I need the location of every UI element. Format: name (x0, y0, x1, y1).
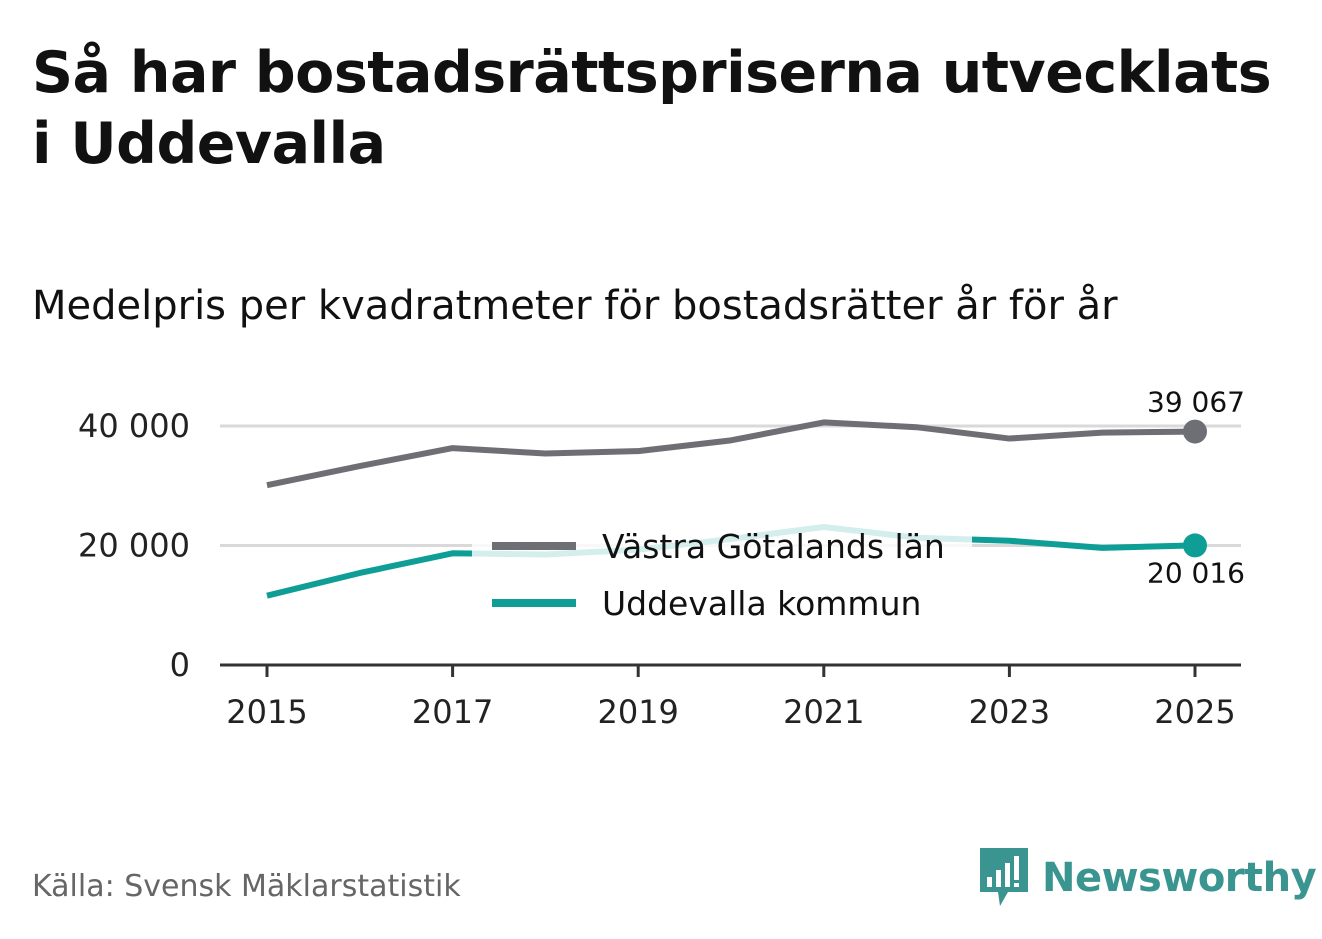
legend-label: Västra Götalands län (602, 527, 945, 566)
end-marker (1183, 419, 1207, 444)
y-axis-ticks: 0 20 000 40 000 (78, 407, 190, 684)
legend-background (472, 516, 972, 628)
x-tick-label: 2025 (1154, 693, 1235, 731)
end-value-label: 39 067 (1147, 386, 1245, 419)
brand-logo: Newsworthy (980, 848, 1317, 908)
y-tick-label: 40 000 (78, 407, 190, 445)
line-chart: 0 20 000 40 000 2015 2017 2019 2021 2023 2025 V… (78, 386, 1245, 731)
end-markers: 39 067 20 016 (1147, 386, 1245, 590)
x-tick-label: 2015 (226, 693, 307, 731)
chart-title: Så har bostadsrättspriserna utvecklats i… (32, 40, 1272, 177)
end-marker (1183, 533, 1207, 558)
legend-label: Uddevalla kommun (602, 584, 921, 623)
series-line-0 (266, 419, 1196, 489)
brand-name: Newsworthy (1042, 855, 1317, 901)
source-note: Källa: Svensk Mäklarstatistik (32, 869, 461, 904)
newsworthy-logo-icon (980, 848, 1028, 906)
legend: Västra Götalands län Uddevalla kommun (472, 516, 972, 628)
end-value-label: 20 016 (1147, 556, 1245, 589)
x-axis-ticks: 2015 2017 2019 2021 2023 2025 (226, 665, 1236, 731)
x-tick-label: 2019 (597, 693, 678, 731)
y-tick-label: 0 (170, 646, 190, 684)
x-tick-label: 2023 (969, 693, 1050, 731)
y-tick-label: 20 000 (78, 527, 190, 565)
x-tick-label: 2021 (783, 693, 864, 731)
chart-subtitle: Medelpris per kvadratmeter för bostadsrä… (32, 283, 1118, 329)
x-tick-label: 2017 (412, 693, 493, 731)
